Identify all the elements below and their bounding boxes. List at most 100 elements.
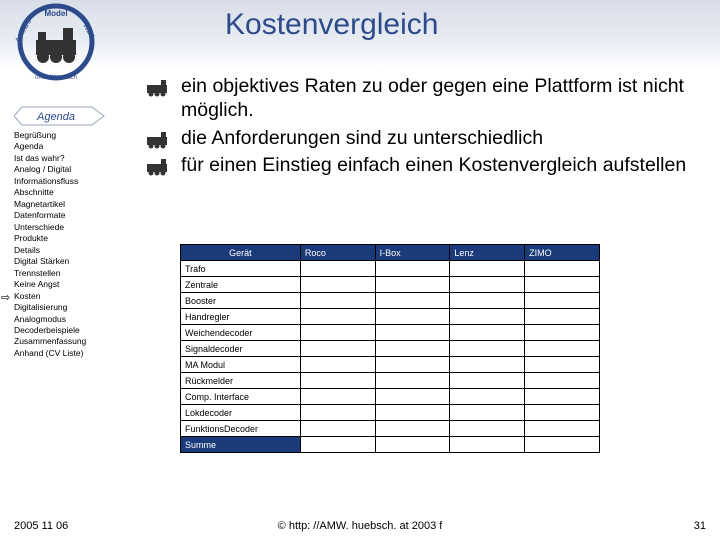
- table-cell: Comp. Interface: [181, 389, 301, 405]
- sidebar-item-label: Analog / Digital: [14, 164, 71, 174]
- table-cell: [525, 405, 600, 421]
- sidebar-item-label: Keine Angst: [14, 279, 59, 289]
- sidebar-item: Datenformate: [14, 210, 124, 221]
- sidebar-item: Details: [14, 245, 124, 256]
- table-cell: [300, 261, 375, 277]
- table-cell: [525, 277, 600, 293]
- sidebar-item-label: Digitalisierung: [14, 302, 67, 312]
- table-cell: [525, 309, 600, 325]
- footer-copyright: © http: //AMW. huebsch. at 2003 f: [0, 520, 720, 532]
- table-cell: [375, 293, 450, 309]
- sidebar-item: Abschnitte: [14, 187, 124, 198]
- table-cell: Weichendecoder: [181, 325, 301, 341]
- sidebar-item: Keine Angst: [14, 279, 124, 290]
- footer: 2005 11 06 © http: //AMW. huebsch. at 20…: [0, 516, 720, 536]
- table-header-cell: Lenz: [450, 245, 525, 261]
- table-cell: [525, 373, 600, 389]
- sidebar-item-label: Trennstellen: [14, 268, 60, 278]
- sidebar-item: Unterschiede: [14, 222, 124, 233]
- table-row: FunktionsDecoder: [181, 421, 600, 437]
- table-cell: [375, 309, 450, 325]
- table-cell: [450, 341, 525, 357]
- table-cell: Rückmelder: [181, 373, 301, 389]
- table-cell: Summe: [181, 437, 301, 453]
- table-cell: [375, 325, 450, 341]
- sidebar-item-label: Anhand (CV Liste): [14, 348, 83, 358]
- table-cell: [450, 405, 525, 421]
- table-header-cell: I-Box: [375, 245, 450, 261]
- bullet-text: die Anforderungen sind zu unterschiedlic…: [181, 127, 543, 151]
- table-cell: [450, 277, 525, 293]
- locomotive-icon: [145, 158, 173, 176]
- table-row: MA Modul: [181, 357, 600, 373]
- sidebar: BegrüßungAgenda Ist das wahr?Analog / Dig…: [14, 130, 124, 359]
- table-row: Rückmelder: [181, 373, 600, 389]
- table-cell: MA Modul: [181, 357, 301, 373]
- sidebar-item-label: Begrüßung: [14, 130, 56, 140]
- table-cell: [375, 389, 450, 405]
- table-cell: Trafo: [181, 261, 301, 277]
- sidebar-item: Produkte: [14, 233, 124, 244]
- sidebar-item-label: Digital Stärken: [14, 256, 69, 266]
- bullet-text: für einen Einstieg einfach einen Kostenv…: [181, 154, 686, 178]
- sidebar-item-label: Informationsfluss: [14, 176, 78, 186]
- sidebar-item-label: Unterschiede: [14, 222, 64, 232]
- sidebar-item-label: Produkte: [14, 233, 48, 243]
- locomotive-icon: [145, 131, 173, 149]
- table-header-cell: ZIMO: [525, 245, 600, 261]
- sidebar-item-label: Magnetartikel: [14, 199, 65, 209]
- svg-text:WEB: WEB: [81, 23, 95, 41]
- main-content: ein objektives Raten zu oder gegen eine …: [145, 75, 705, 182]
- table-cell: [300, 437, 375, 453]
- table-row: Lokdecoder: [181, 405, 600, 421]
- sidebar-item: Zusammenfassung: [14, 336, 124, 347]
- table-cell: [525, 261, 600, 277]
- table-cell: [375, 341, 450, 357]
- table-row: Comp. Interface: [181, 389, 600, 405]
- sidebar-item-label: Analogmodus: [14, 314, 66, 324]
- bullet-item: ein objektives Raten zu oder gegen eine …: [145, 75, 705, 123]
- sidebar-item: Anhand (CV Liste): [14, 348, 124, 359]
- table-cell: [300, 421, 375, 437]
- sidebar-item-label: Kosten: [14, 291, 40, 301]
- cost-table: GerätRocoI-BoxLenzZIMO TrafoZentraleBoost…: [180, 244, 600, 453]
- sidebar-item: Analogmodus: [14, 314, 124, 325]
- agenda-heading-text: Agenda: [36, 111, 75, 123]
- sidebar-item-label: Agenda: [14, 141, 43, 151]
- sidebar-item: Digital Stärken: [14, 256, 124, 267]
- table-header-cell: Roco: [300, 245, 375, 261]
- table-cell: [450, 421, 525, 437]
- table-cell: [300, 405, 375, 421]
- table-cell: [375, 277, 450, 293]
- sidebar-item: Agenda: [14, 141, 124, 152]
- sidebar-item-label: Abschnitte: [14, 187, 54, 197]
- sidebar-item-label: Ist das wahr?: [14, 153, 65, 163]
- sidebar-item-label: Datenformate: [14, 210, 66, 220]
- table-cell: [375, 261, 450, 277]
- page-title: Kostenvergleich: [225, 8, 438, 42]
- table-cell: Handregler: [181, 309, 301, 325]
- bullet-item: für einen Einstieg einfach einen Kostenv…: [145, 154, 705, 178]
- table-row: Booster: [181, 293, 600, 309]
- table-cell: [375, 405, 450, 421]
- table-cell: [450, 325, 525, 341]
- table-cell: Booster: [181, 293, 301, 309]
- table-row: Zentrale: [181, 277, 600, 293]
- table-header-cell: Gerät: [181, 245, 301, 261]
- sidebar-item: Magnetartikel: [14, 199, 124, 210]
- table-row: Signaldecoder: [181, 341, 600, 357]
- sidebar-item: Digitalisierung: [14, 302, 124, 313]
- bullet-item: die Anforderungen sind zu unterschiedlic…: [145, 127, 705, 151]
- table-cell: [525, 421, 600, 437]
- table-row: Weichendecoder: [181, 325, 600, 341]
- table-cell: [450, 437, 525, 453]
- table-cell: [375, 373, 450, 389]
- table-row: Handregler: [181, 309, 600, 325]
- table-cell: [375, 421, 450, 437]
- sidebar-item: Begrüßung: [14, 130, 124, 141]
- table-cell: [300, 341, 375, 357]
- sidebar-item: Ist das wahr?: [14, 153, 124, 164]
- table-cell: [525, 293, 600, 309]
- sidebar-item: Analog / Digital: [14, 164, 124, 175]
- sidebar-item-label: Decoderbeispiele: [14, 325, 80, 335]
